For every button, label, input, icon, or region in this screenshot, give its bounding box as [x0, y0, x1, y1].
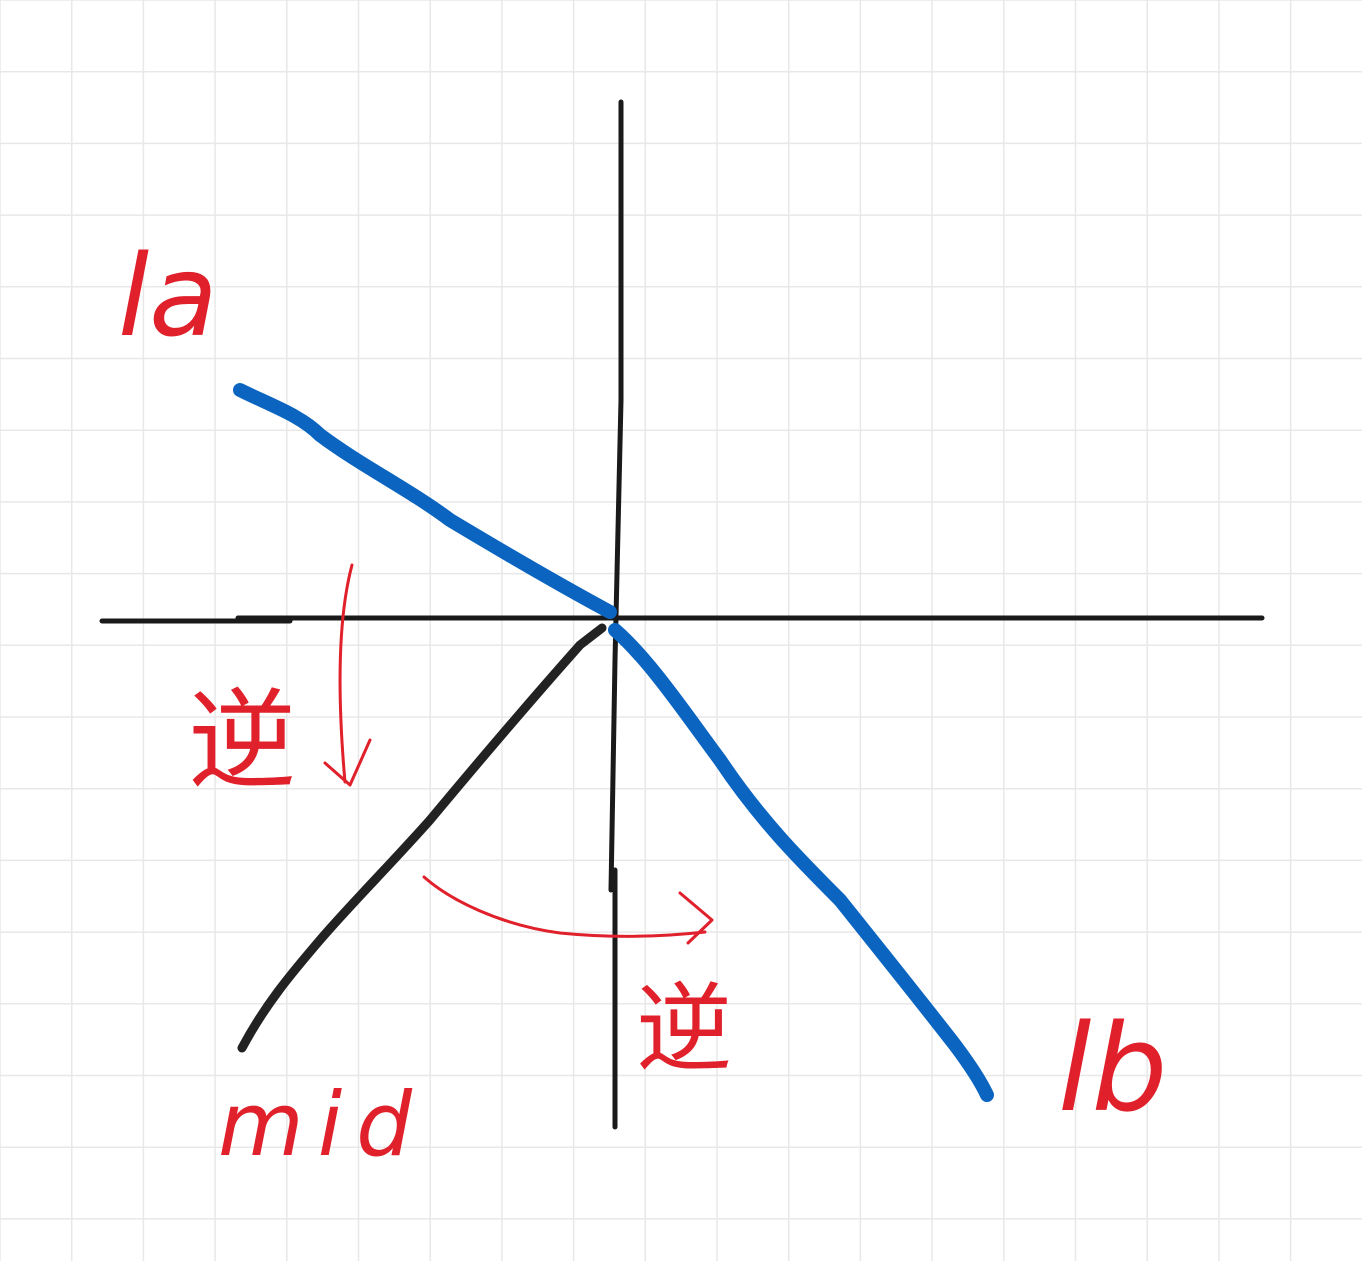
x-axis: [99, 615, 1265, 624]
lb-line: [608, 623, 994, 1102]
la-label: la: [118, 232, 218, 362]
rotation-label-bottom: 逆: [636, 973, 732, 1085]
rotation-arrow-left: [323, 563, 372, 787]
la-line: [233, 383, 617, 619]
rotation-arrow-left-shaft: [338, 563, 354, 784]
axes: [99, 99, 1265, 1130]
mid-label: mid: [218, 1073, 426, 1176]
rotation-arrow-left-head: [323, 738, 372, 787]
rotation-arrow-bottom: [422, 875, 714, 945]
lb-label: lb: [1058, 1000, 1168, 1139]
rotation-arrow-bottom-head: [678, 891, 714, 945]
rotation-arrow-bottom-shaft: [422, 875, 707, 938]
rotation-label-left: 逆: [188, 679, 296, 804]
mid-line: [237, 623, 607, 1053]
y-axis: [608, 99, 624, 1130]
